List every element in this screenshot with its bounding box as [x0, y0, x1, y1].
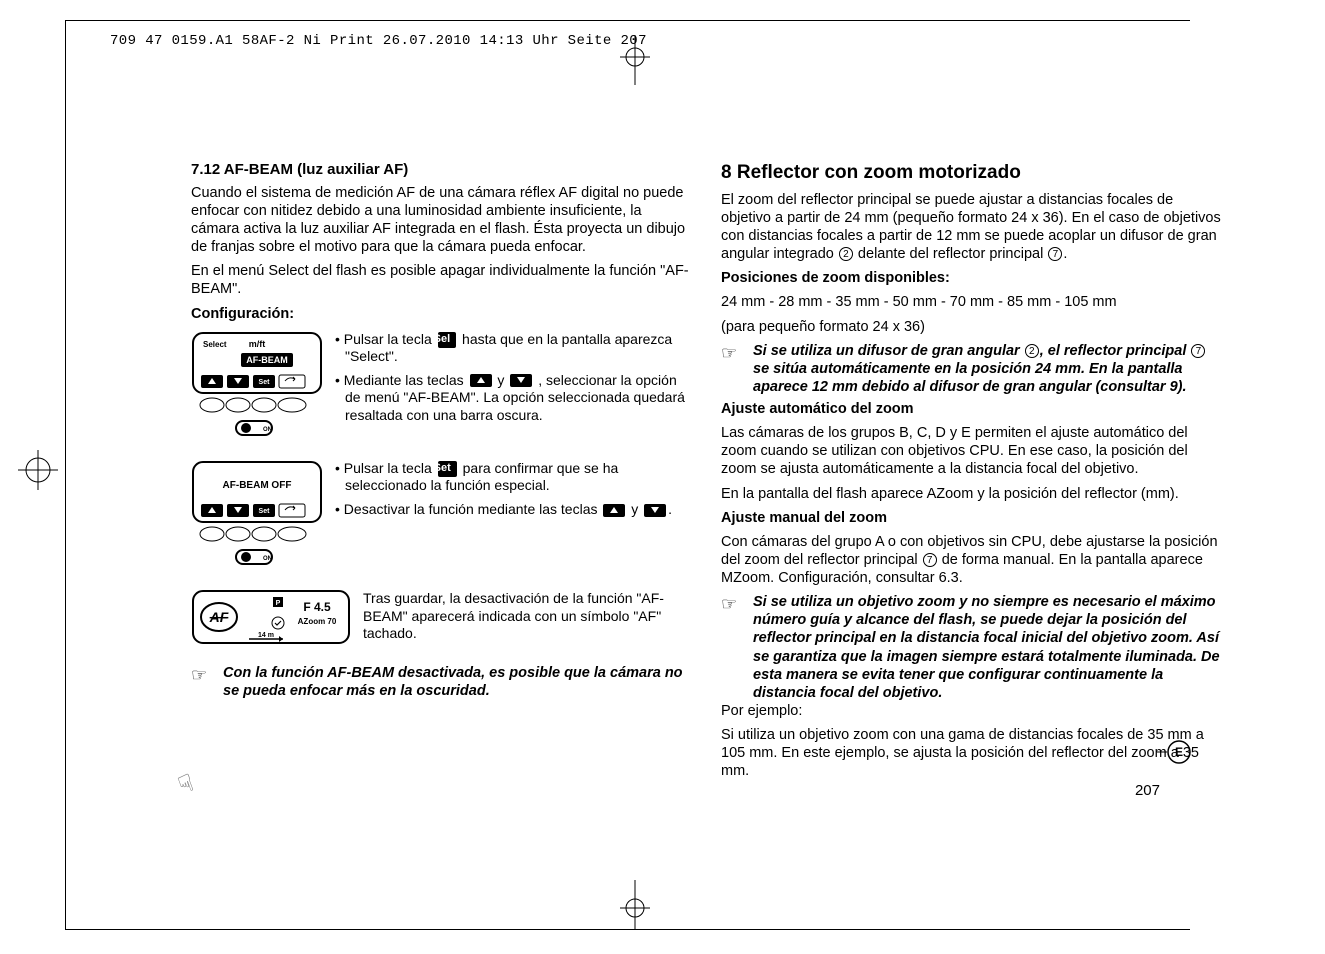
up-key-icon — [470, 374, 492, 387]
warning-text: Con la función AF-BEAM desactivada, es p… — [223, 664, 691, 700]
zoom-pos-values: 24 mm - 28 mm - 35 mm - 50 mm - 70 mm - … — [721, 293, 1221, 311]
svg-text:ON: ON — [263, 556, 272, 562]
flash-panel-diagram-1: Select m/ft AF-BEAM Set — [191, 331, 323, 446]
circled-7-icon: 7 — [923, 553, 937, 567]
pointer-icon: ☞ — [721, 342, 745, 396]
example-text: Si utiliza un objetivo zoom con una gama… — [721, 726, 1221, 780]
auto-zoom-p1: Las cámaras de los grupos B, C, D y E pe… — [721, 424, 1221, 478]
step-list-1: Pulsar la tecla Sel hasta que en la pant… — [335, 331, 691, 431]
down-key-icon — [510, 374, 532, 387]
left-column: 7.12 AF-BEAM (luz auxiliar AF) Cuando el… — [191, 161, 691, 786]
note-r2-text: Si se utiliza un objetivo zoom y no siem… — [753, 593, 1221, 702]
example-label: Por ejemplo: — [721, 702, 1221, 720]
page-body: 7.12 AF-BEAM (luz auxiliar AF) Cuando el… — [65, 20, 1190, 930]
step-2a: Pulsar la tecla Set para confirmar que s… — [335, 460, 691, 495]
pointer-icon: ☞ — [191, 664, 215, 700]
warning-note-left: ☞ Con la función AF-BEAM desactivada, es… — [191, 664, 691, 700]
svg-text:Set: Set — [259, 379, 271, 386]
section-8-title: 8 Reflector con zoom motorizado — [721, 161, 1221, 185]
circled-7-icon: 7 — [1048, 247, 1062, 261]
zoom-pos-sub: (para pequeño formato 24 x 36) — [721, 318, 1221, 336]
circled-2-icon: 2 — [839, 247, 853, 261]
svg-text:ON: ON — [263, 427, 272, 433]
flash-panel-diagram-2: AF-BEAM OFF Set — [191, 460, 323, 575]
config-label: Configuración: — [191, 305, 691, 323]
zoom-pos-title: Posiciones de zoom disponibles: — [721, 269, 1221, 287]
manual-zoom-p1: Con cámaras del grupo A o con objetivos … — [721, 533, 1221, 587]
step-1a: Pulsar la tecla Sel hasta que en la pant… — [335, 331, 691, 366]
pointer-icon: ☞ — [721, 593, 745, 702]
after-save-text: Tras guardar, la desactivación de la fun… — [363, 590, 691, 643]
svg-text:AZoom 70: AZoom 70 — [298, 617, 337, 626]
note-r1-text: Si se utiliza un difusor de gran angular… — [753, 342, 1221, 396]
svg-text:E: E — [1175, 745, 1183, 759]
left-target-icon — [18, 450, 58, 490]
svg-text:AF-BEAM OFF: AF-BEAM OFF — [223, 480, 292, 491]
section-7-12-title: 7.12 AF-BEAM (luz auxiliar AF) — [191, 161, 691, 180]
para-intro-2: En el menú Select del flash es posible a… — [191, 262, 691, 298]
svg-text:Select: Select — [203, 340, 227, 349]
step-1b: Mediante las teclas y , seleccionar la o… — [335, 372, 691, 425]
set-key-icon: Set — [438, 461, 457, 477]
step-2b: Desactivar la función mediante las tecla… — [335, 501, 691, 519]
note-r1: ☞ Si se utiliza un difusor de gran angul… — [721, 342, 1221, 396]
manual-zoom-title: Ajuste manual del zoom — [721, 509, 1221, 527]
page-number: 207 — [1135, 782, 1160, 799]
svg-text:m/ft: m/ft — [249, 339, 266, 349]
down-key-icon — [644, 504, 666, 517]
step-list-2: Pulsar la tecla Set para confirmar que s… — [335, 460, 691, 525]
note-r2: ☞ Si se utiliza un objetivo zoom y no si… — [721, 593, 1221, 702]
svg-text:Set: Set — [259, 508, 271, 515]
svg-text:P: P — [276, 600, 281, 607]
auto-zoom-title: Ajuste automático del zoom — [721, 400, 1221, 418]
svg-text:14 m: 14 m — [258, 632, 274, 639]
para-r1: El zoom del reflector principal se puede… — [721, 191, 1221, 264]
up-key-icon — [603, 504, 625, 517]
hand-pointer-icon: ☟ — [174, 769, 198, 802]
sel-key-icon: Sel — [438, 332, 457, 348]
language-badge-icon: E — [1157, 735, 1191, 769]
para-intro-1: Cuando el sistema de medición AF de una … — [191, 184, 691, 257]
svg-text:AF: AF — [209, 609, 229, 625]
right-column: 8 Reflector con zoom motorizado El zoom … — [721, 161, 1221, 786]
flash-panel-diagram-3: AF P 14 m F 4.5 AZoom 70 — [191, 589, 351, 650]
svg-text:AF-BEAM: AF-BEAM — [246, 355, 288, 365]
svg-text:F 4.5: F 4.5 — [303, 600, 331, 614]
auto-zoom-p2: En la pantalla del flash aparece AZoom y… — [721, 485, 1221, 503]
